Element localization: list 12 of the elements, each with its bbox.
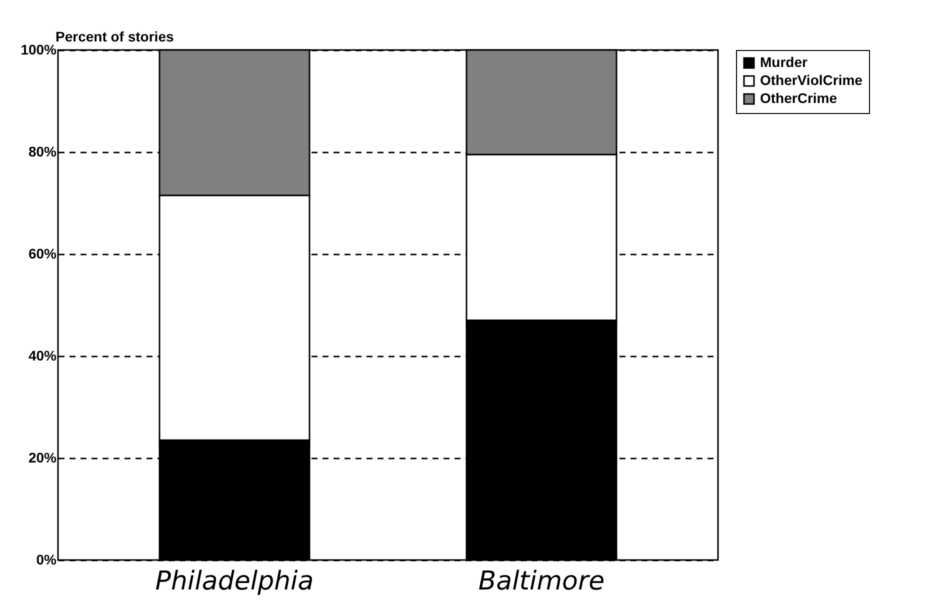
y-tick-label: 100% — [20, 42, 58, 58]
y-tick-label: 0% — [36, 552, 58, 568]
y-tick-label: 20% — [28, 450, 58, 466]
legend-label: OtherViolCrime — [760, 72, 863, 88]
x-tick-label: Baltimore — [478, 566, 605, 596]
x-tick-label: Philadelphia — [155, 566, 314, 596]
legend-label: Murder — [760, 54, 808, 70]
legend-label: OtherCrime — [760, 90, 838, 106]
y-tick-label: 40% — [28, 348, 58, 364]
y-tick-label: 60% — [28, 246, 58, 262]
y-tick-label: 80% — [28, 144, 58, 160]
y-axis-title: Percent of stories — [56, 28, 174, 44]
